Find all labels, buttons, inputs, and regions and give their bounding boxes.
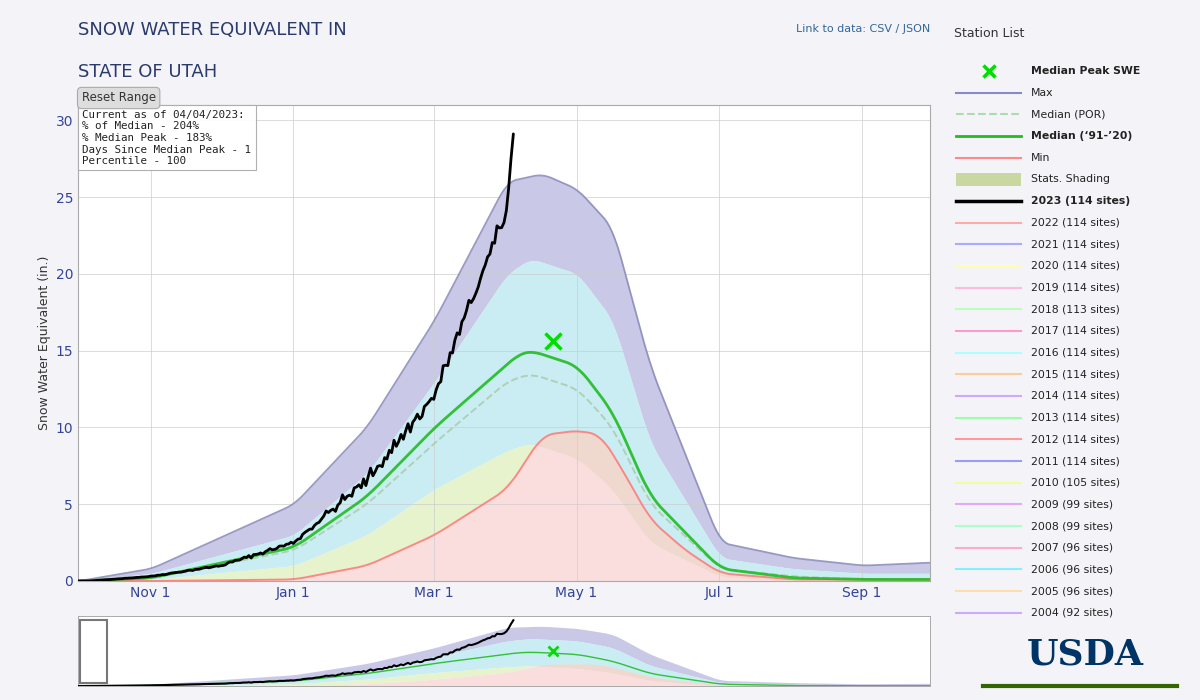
Y-axis label: Snow Water Equivalent (in.): Snow Water Equivalent (in.): [38, 256, 52, 430]
Text: Reset Range: Reset Range: [82, 92, 156, 104]
Text: 2016 (114 sites): 2016 (114 sites): [1031, 348, 1120, 358]
Text: STATE OF UTAH: STATE OF UTAH: [78, 63, 217, 81]
Text: Median (POR): Median (POR): [1031, 109, 1105, 119]
Text: Median Peak SWE: Median Peak SWE: [1031, 66, 1140, 76]
Text: Station List: Station List: [954, 27, 1025, 40]
Text: 2009 (99 sites): 2009 (99 sites): [1031, 499, 1112, 510]
Text: 2021 (114 sites): 2021 (114 sites): [1031, 239, 1120, 249]
FancyBboxPatch shape: [956, 173, 1021, 186]
Text: Current as of 04/04/2023:
% of Median - 204%
% Median Peak - 183%
Days Since Med: Current as of 04/04/2023: % of Median - …: [83, 110, 251, 166]
Text: 2018 (113 sites): 2018 (113 sites): [1031, 304, 1120, 314]
Text: Link to data: CSV / JSON: Link to data: CSV / JSON: [796, 25, 930, 34]
Text: 2022 (114 sites): 2022 (114 sites): [1031, 218, 1120, 228]
Text: 2010 (105 sites): 2010 (105 sites): [1031, 477, 1120, 488]
Text: 2005 (96 sites): 2005 (96 sites): [1031, 586, 1112, 596]
Text: USDA: USDA: [1027, 638, 1144, 671]
Text: 2019 (114 sites): 2019 (114 sites): [1031, 283, 1120, 293]
Text: 2008 (99 sites): 2008 (99 sites): [1031, 521, 1112, 531]
Text: Median (‘91-’20): Median (‘91-’20): [1031, 131, 1132, 141]
Text: 2017 (114 sites): 2017 (114 sites): [1031, 326, 1120, 336]
Text: Min: Min: [1031, 153, 1050, 162]
Text: 2007 (96 sites): 2007 (96 sites): [1031, 542, 1112, 553]
Text: Stats. Shading: Stats. Shading: [1031, 174, 1110, 184]
Text: 2020 (114 sites): 2020 (114 sites): [1031, 261, 1120, 271]
Text: 2011 (114 sites): 2011 (114 sites): [1031, 456, 1120, 466]
Text: 2012 (114 sites): 2012 (114 sites): [1031, 435, 1120, 444]
Text: 2015 (114 sites): 2015 (114 sites): [1031, 370, 1120, 379]
Text: SNOW WATER EQUIVALENT IN: SNOW WATER EQUIVALENT IN: [78, 21, 347, 39]
Text: 2004 (92 sites): 2004 (92 sites): [1031, 608, 1112, 618]
Text: 2013 (114 sites): 2013 (114 sites): [1031, 413, 1120, 423]
Text: Max: Max: [1031, 88, 1054, 97]
Text: 2006 (96 sites): 2006 (96 sites): [1031, 564, 1112, 575]
Text: 2023 (114 sites): 2023 (114 sites): [1031, 196, 1130, 206]
Text: 2014 (114 sites): 2014 (114 sites): [1031, 391, 1120, 401]
